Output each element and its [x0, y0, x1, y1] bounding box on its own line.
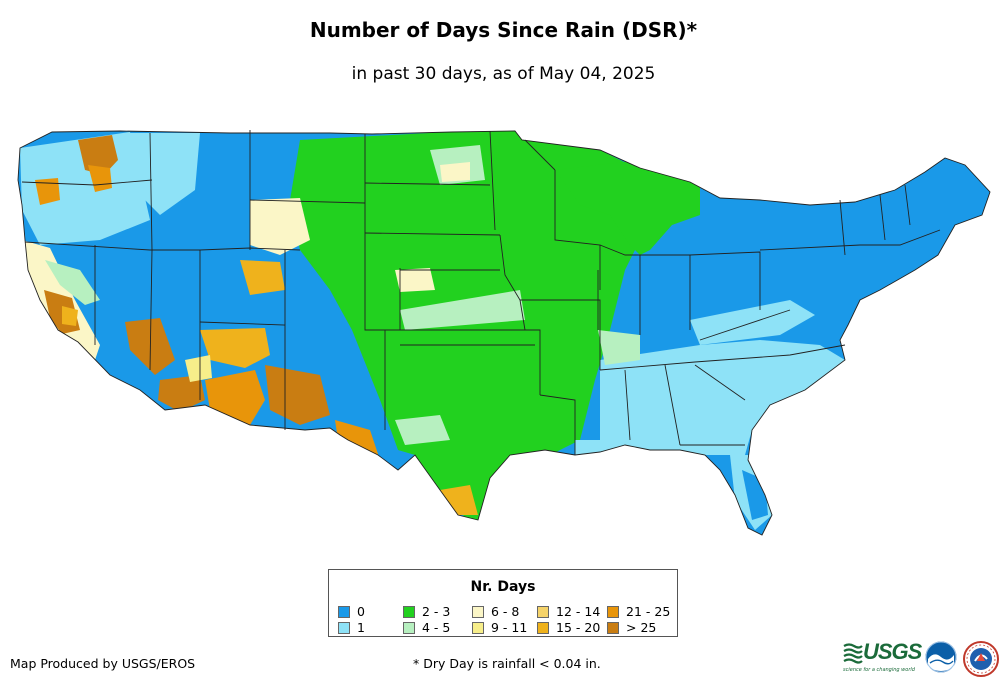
legend-label: 0 [357, 604, 365, 619]
legend-item: 12 - 14 [537, 604, 600, 619]
legend-item: > 25 [607, 620, 656, 635]
usgs-tagline: science for a changing world [843, 667, 915, 673]
legend-swatch [403, 621, 415, 634]
legend-label: 21 - 25 [626, 604, 671, 619]
legend-item: 2 - 3 [403, 604, 450, 619]
legend-swatch [537, 621, 549, 634]
legend-label: 9 - 11 [491, 620, 528, 635]
legend-item: 0 [338, 604, 365, 619]
legend-label: 15 - 20 [556, 620, 601, 635]
legend-swatch [338, 621, 350, 634]
legend-label: 2 - 3 [422, 604, 451, 619]
legend-title: Nr. Days [470, 579, 536, 595]
legend-label: 6 - 8 [491, 604, 520, 619]
legend-swatch [338, 605, 350, 618]
dry-day-note: * Dry Day is rainfall < 0.04 in. [413, 656, 601, 671]
legend-item: 9 - 11 [472, 620, 527, 635]
legend-swatch [403, 605, 415, 618]
legend-item: 4 - 5 [403, 620, 450, 635]
map-subtitle: in past 30 days, as of May 04, 2025 [351, 64, 656, 84]
producer-credit: Map Produced by USGS/EROS [10, 656, 196, 671]
legend-label: 1 [357, 620, 365, 635]
usgs-wordmark: USGS [863, 639, 922, 664]
legend-item: 21 - 25 [607, 604, 670, 619]
legend-label: 12 - 14 [556, 604, 601, 619]
legend-swatch [472, 621, 484, 634]
nws-logo-icon [963, 641, 999, 677]
usgs-logo: USGS science for a changing world [843, 639, 922, 673]
legend-label: 4 - 5 [422, 620, 451, 635]
legend-item: 15 - 20 [537, 620, 600, 635]
usgs-wave-icon [843, 643, 863, 664]
noaa-logo-icon [925, 641, 957, 673]
legend-swatch [537, 605, 549, 618]
legend-swatch [607, 605, 619, 618]
state-boundaries [17, 130, 991, 536]
legend: Nr. Days 0 1 2 - 3 4 - 5 6 - 8 9 - 11 12… [328, 569, 678, 637]
map-title: Number of Days Since Rain (DSR)* [309, 18, 698, 42]
legend-label: > 25 [626, 620, 657, 635]
legend-item: 1 [338, 620, 365, 635]
legend-swatch [472, 605, 484, 618]
legend-item: 6 - 8 [472, 604, 519, 619]
legend-swatch [607, 621, 619, 634]
